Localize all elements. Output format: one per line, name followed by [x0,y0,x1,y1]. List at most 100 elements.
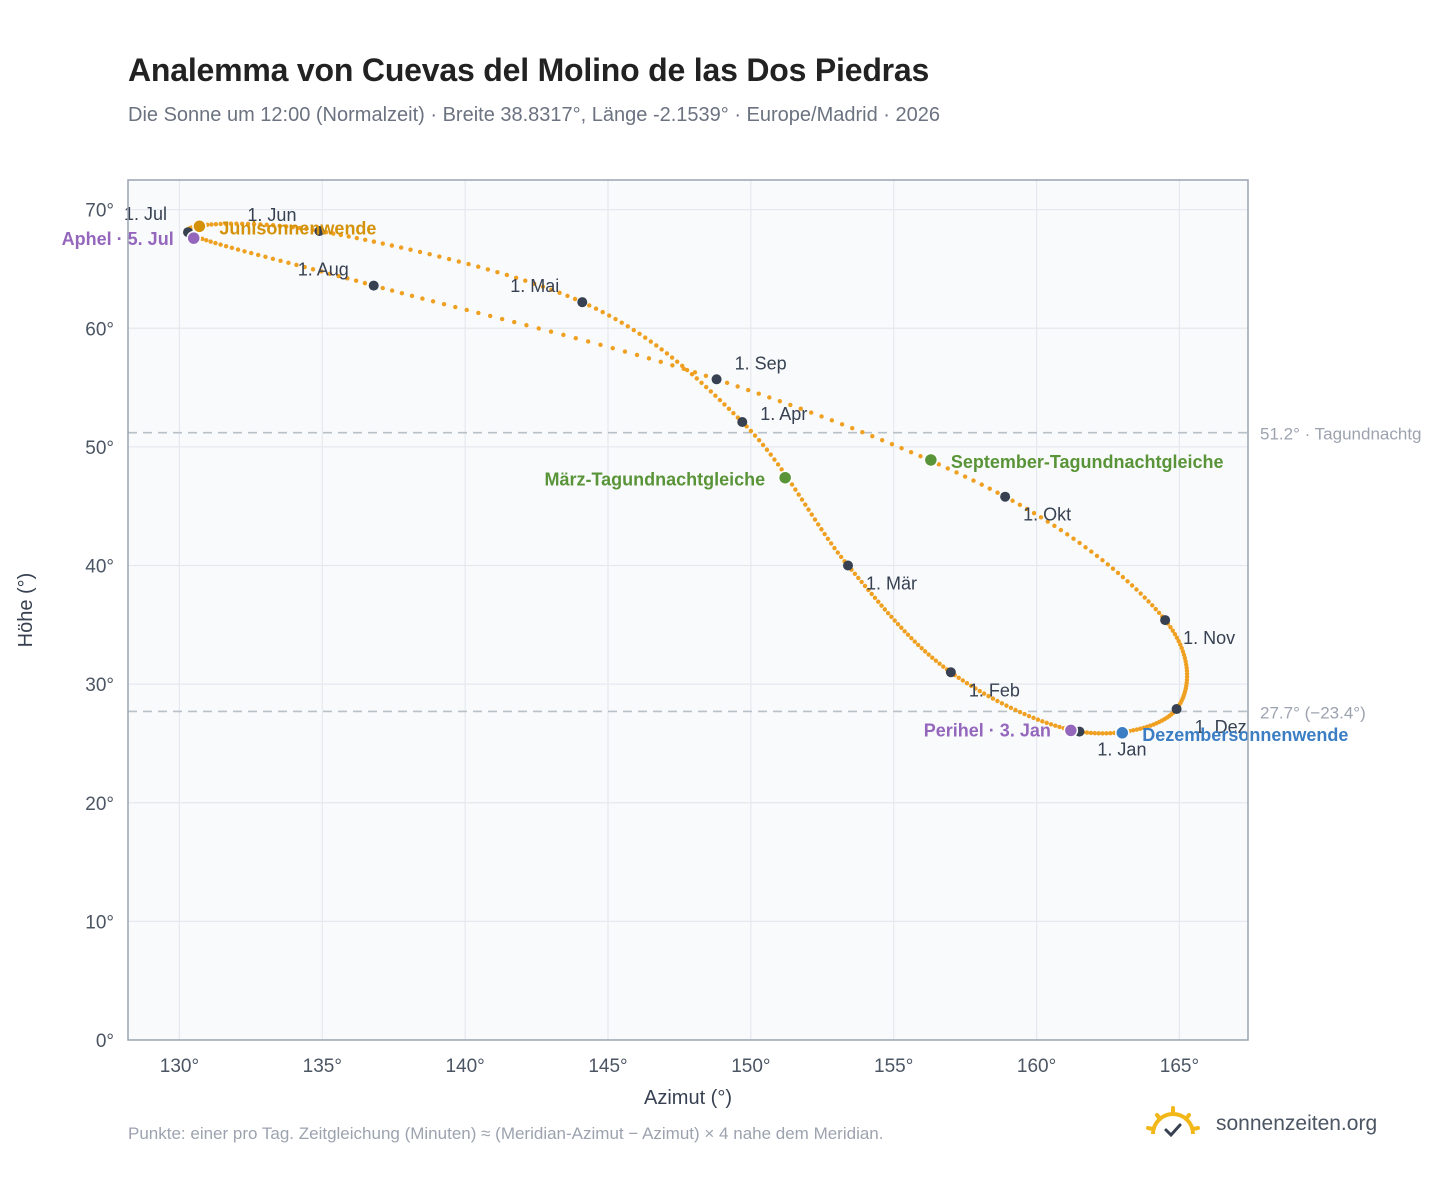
month-point [368,280,379,291]
daily-point [919,645,924,651]
event-label: März-Tagundnachtgleiche [544,470,765,490]
daily-point [1026,713,1032,719]
daily-point [1010,498,1015,503]
daily-point [1134,727,1139,732]
daily-point [699,380,704,385]
daily-point [752,433,758,438]
y-tick-label: 60° [85,319,114,340]
daily-point [1138,591,1143,596]
daily-point [1089,549,1094,554]
daily-point [1088,730,1094,736]
daily-point [822,531,827,537]
event-label: September-Tagundnachtgleiche [951,452,1224,472]
x-tick-label: 130° [160,1056,199,1077]
daily-point [669,355,675,360]
daily-point [513,275,519,281]
daily-point [1094,553,1100,559]
daily-point [213,240,218,246]
daily-point [631,327,636,333]
daily-point [779,467,784,472]
daily-point [310,267,316,272]
daily-point [380,285,385,291]
event-label: Junisonnenwende [219,218,376,238]
daily-point [789,482,795,487]
daily-point [722,402,727,407]
daily-point [990,696,996,701]
x-tick-label: 155° [874,1056,913,1077]
daily-point [724,380,730,386]
event-point [1063,723,1079,738]
month-label: 1. Jul [124,204,167,224]
daily-point [1008,705,1014,711]
daily-point [1146,599,1151,604]
event-point [923,452,939,468]
daily-point [353,278,359,283]
daily-point [960,678,966,683]
daily-point [859,579,864,585]
reference-lines: 51.2° · Tagundnachtg 27.7° (−23.4°) [128,425,1422,722]
daily-point [600,309,605,315]
x-tick-label: 160° [1017,1056,1056,1077]
daily-point [1184,671,1190,677]
daily-point [408,247,413,252]
brand-name: sonnenzeiten.org [1216,1112,1378,1135]
daily-point [1142,595,1147,600]
daily-point [703,373,709,378]
daily-point [909,635,914,641]
daily-point [879,603,884,608]
daily-point [850,426,855,431]
daily-point [1105,562,1111,567]
daily-point [819,527,824,532]
daily-point [549,287,554,292]
month-point [843,560,853,571]
daily-point [829,418,835,423]
daily-point [892,618,897,623]
daily-point [1100,557,1105,563]
daily-point [987,486,992,491]
daily-point [389,243,395,248]
daily-point [634,352,640,358]
daily-point [654,343,659,348]
daily-point [1181,652,1187,657]
daily-point [764,447,770,452]
daily-point [1125,579,1130,584]
daily-point [746,387,751,393]
daily-point [453,304,458,310]
footnote: Punkte: einer pro Tag. Zeitgleichung (Mi… [128,1124,884,1143]
reference-line-label: 27.7° (−23.4°) [1260,703,1366,722]
daily-point [613,316,618,322]
daily-point [441,301,447,307]
daily-point [870,433,875,439]
daily-point [646,356,652,361]
daily-point [876,599,881,604]
daily-point [941,664,946,669]
brand[interactable]: sonnenzeiten.org [1146,1104,1377,1144]
month-point [711,374,722,385]
y-tick-label: 30° [85,675,114,696]
daily-point [926,652,931,657]
daily-point [249,250,254,256]
daily-point [1048,722,1054,727]
daily-point [218,242,223,247]
daily-point [446,256,452,262]
daily-point [223,244,229,249]
daily-point [793,487,798,492]
daily-point [362,280,368,286]
daily-point [399,291,405,296]
daily-point [809,512,814,517]
daily-point [1182,655,1188,661]
daily-point [573,335,578,341]
daily-point [587,303,592,308]
daily-point [1108,730,1113,736]
daily-point [336,273,341,279]
daily-point [1084,730,1090,735]
daily-point [856,575,861,581]
daily-point [1071,536,1076,541]
daily-point [331,231,336,236]
daily-point [303,226,309,232]
daily-point [796,492,801,497]
daily-point [354,235,360,241]
daily-point [264,222,269,227]
daily-point [882,607,888,612]
